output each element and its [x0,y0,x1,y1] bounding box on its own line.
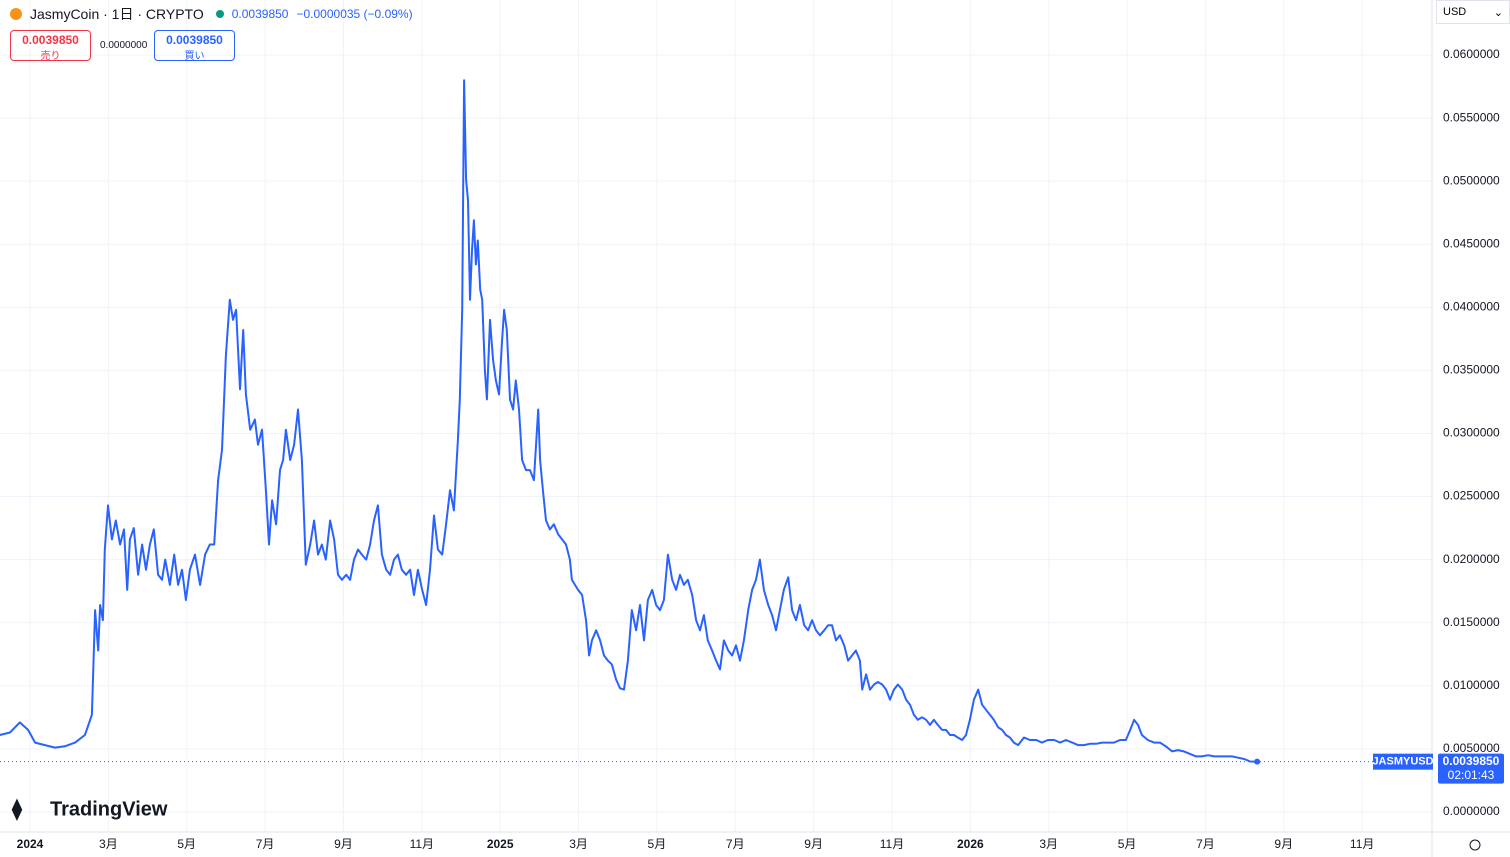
y-tick-label: 0.0500000 [1443,173,1500,187]
price-tag [1438,753,1504,784]
chevron: ⌄ [1493,7,1503,19]
x-tick-label: 5月 [648,837,667,851]
header: JasmyCoin · 1日 · CRYPTO 0.0039850 −0.000… [10,4,413,24]
y-tick-label: 0.0150000 [1443,615,1500,629]
currency-select[interactable]: USD ⌄ [1436,0,1510,24]
y-tick-label: 0.0400000 [1443,299,1500,313]
x-tick-label: 11月 [410,837,434,851]
y-tick-label: 0.0600000 [1443,47,1500,61]
y-tick-label: 0.0050000 [1443,741,1500,755]
price-tag-label: 0.0039850 [1443,754,1500,768]
coin-icon [10,8,22,20]
overlay: 0.0000000 0.0050000 0.0100000 0.0150000 0.02… [0,47,1504,851]
y-tick-label: 0.0550000 [1443,110,1500,124]
symbol-tag-label: JASMYUSD [1372,756,1433,768]
x-tick-label: 9月 [334,837,353,851]
brand: TradingView [50,798,168,820]
spread: 0.0000000 [100,40,148,51]
sell-label: 売り [40,51,61,62]
x-tick-label: 5月 [177,837,196,851]
x-tick-label: 5月 [1118,837,1137,851]
settings-icon[interactable] [1469,839,1481,851]
x-tick-label: 7月 [256,837,275,851]
buy-price: 0.0039850 [166,33,223,47]
last-point [1254,758,1261,765]
buy-label: 買い [184,51,205,62]
x-tick-label: 11月 [880,837,904,851]
change: −0.0000035 (−0.09%) [296,7,413,21]
y-tick-label: 0.0350000 [1443,363,1500,377]
currency: USD [1443,6,1467,18]
status-dot [215,10,224,18]
price-line [0,79,1258,763]
x-tick-label: 7月 [726,837,745,851]
symbol-tag [1373,753,1433,770]
x-tick-label: 2024 [17,837,44,851]
y-tick-label: 0.0000000 [1443,804,1500,818]
y-tick-label: 0.0200000 [1443,552,1500,566]
x-tick-label: 2025 [487,837,514,851]
y-tick-label: 0.0450000 [1443,236,1500,250]
buy-button[interactable]: 0.0039850 買い [154,30,235,62]
price: 0.0039850 [231,7,289,21]
x-tick-label: 2026 [957,837,984,851]
x-tick-label: 9月 [1274,837,1293,851]
brand-logo: ⧫ [11,797,23,821]
x-tick-label: 7月 [1196,837,1215,851]
y-tick-label: 0.0300000 [1443,426,1500,440]
sell-button[interactable]: 0.0039850 売り [10,30,91,62]
x-tick-label: 9月 [804,837,823,851]
x-tick-label: 3月 [99,837,118,851]
x-tick-label: 3月 [569,837,588,851]
y-tick-label: 0.0100000 [1443,678,1500,692]
countdown: 02:01:43 [1448,768,1495,782]
x-tick-label: 11月 [1350,837,1374,851]
sell-price: 0.0039850 [22,33,79,47]
y-tick-label: 0.0250000 [1443,489,1500,503]
symbol[interactable]: JasmyCoin · 1日 · CRYPTO [30,6,204,22]
x-tick-label: 3月 [1039,837,1058,851]
